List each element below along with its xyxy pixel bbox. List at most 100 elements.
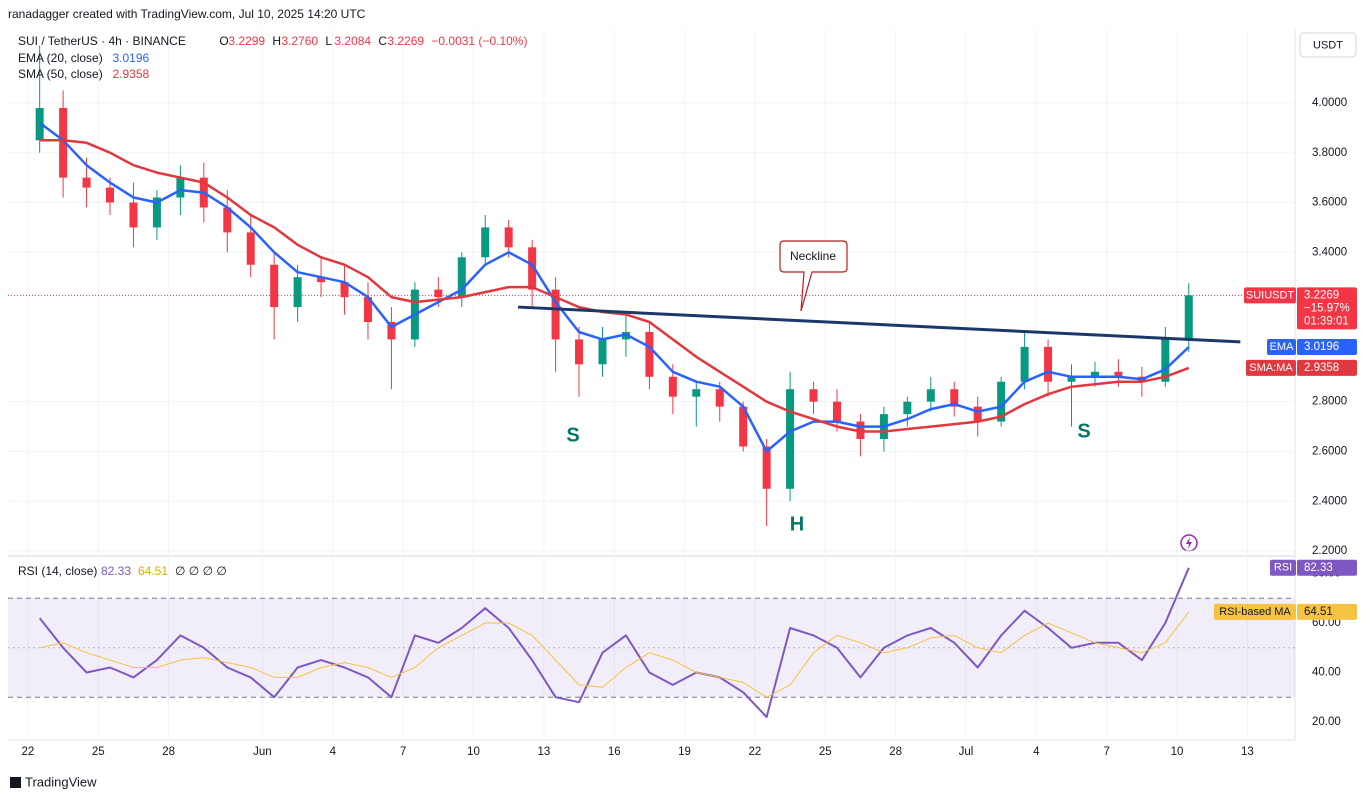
- y-tick-label: 2.4000: [1312, 495, 1347, 507]
- rsi-tag-value-bg: [1297, 559, 1357, 576]
- ohlc-label: C: [378, 34, 387, 48]
- alert-icon[interactable]: [1180, 534, 1198, 552]
- candle-body: [363, 297, 372, 322]
- rsi-ma-tag-value: 64.51: [1304, 606, 1333, 618]
- pattern-label: H: [790, 513, 804, 535]
- series-tag-value-bg: [1297, 359, 1357, 376]
- indicator-value: 3.0196: [113, 51, 150, 65]
- x-tick-label: Jul: [959, 746, 974, 758]
- callout-box: [779, 240, 848, 312]
- y-tick-label: 2.8000: [1312, 396, 1347, 408]
- candle-body: [293, 277, 302, 308]
- candle-body: [973, 406, 982, 422]
- candle-body: [1044, 346, 1053, 382]
- price-tag-bg: [1297, 287, 1357, 330]
- ohlc-label: O: [219, 34, 228, 48]
- logo-icon: [10, 777, 21, 788]
- series-tag-value-bg: [1297, 338, 1357, 355]
- rsi-ma-value: 64.51: [138, 564, 168, 578]
- series-tag-name: EMA: [1270, 341, 1295, 353]
- series-tag-name-bg: [1267, 338, 1296, 355]
- ohlc-label: H: [272, 34, 281, 48]
- pattern-label: S: [1077, 420, 1090, 442]
- y-tick-label: 3.4000: [1312, 246, 1347, 258]
- pattern-label: S: [566, 424, 579, 446]
- candle-body: [575, 339, 584, 365]
- candle-body: [715, 389, 724, 407]
- candle-body: [1184, 295, 1193, 340]
- x-tick-label: 7: [400, 746, 406, 758]
- series-tag-name-bg: [1246, 359, 1296, 376]
- x-tick-label: 22: [22, 746, 35, 758]
- x-tick-label: 22: [749, 746, 762, 758]
- rsi-tag-value: 82.33: [1304, 562, 1333, 574]
- x-tick-label: 13: [1241, 746, 1254, 758]
- x-tick-label: 25: [92, 746, 105, 758]
- x-tick-label: 4: [330, 746, 337, 758]
- x-tick-label: 13: [537, 746, 550, 758]
- candles: [35, 45, 1193, 527]
- indicator-line: [39, 611, 1190, 698]
- indicator-line: [38, 567, 1190, 718]
- x-tick-label: 4: [1033, 746, 1040, 758]
- candle-body: [903, 401, 912, 415]
- candle-body: [317, 277, 326, 283]
- ohlc-label: L: [325, 34, 332, 48]
- candle-body: [528, 247, 537, 290]
- candle-body: [481, 227, 490, 258]
- candle-body: [997, 381, 1006, 422]
- rsi-nulls: ∅ ∅ ∅ ∅: [175, 564, 227, 578]
- indicator-line: [38, 121, 1190, 453]
- currency-button[interactable]: [1299, 32, 1357, 58]
- x-tick-label: 10: [1171, 746, 1184, 758]
- rsi-tag-name-bg: [1270, 559, 1296, 576]
- candle-body: [739, 406, 748, 447]
- alert-bolt[interactable]: [1186, 537, 1192, 549]
- price-tag-name: SUIUSDT: [1246, 289, 1295, 301]
- candle-body: [106, 187, 115, 203]
- candle-body: [457, 257, 466, 298]
- price-tag-name-bg: [1244, 287, 1296, 304]
- candle-body: [59, 107, 68, 178]
- change: −0.0031 (−0.10%): [431, 34, 527, 48]
- candle-body: [692, 389, 701, 397]
- indicator-legend: SMA (50, close): [18, 67, 103, 81]
- rsi-tag-name: RSI: [1274, 562, 1292, 574]
- indicator-line: [39, 139, 1190, 433]
- rsi-ma-tag-name-bg: [1214, 603, 1296, 620]
- x-tick-label: 7: [1103, 746, 1109, 758]
- candle-body: [645, 331, 654, 377]
- candle-body: [340, 282, 349, 298]
- series-tag-value: 2.9358: [1304, 362, 1339, 374]
- candle-body: [504, 227, 513, 248]
- candle-body: [1067, 376, 1076, 382]
- x-tick-label: 10: [467, 746, 480, 758]
- indicator-value: 2.9358: [113, 67, 150, 81]
- candle-body: [129, 202, 138, 228]
- price-tag-countdown: 01:39:01: [1304, 315, 1349, 327]
- x-tick-label: 28: [162, 746, 175, 758]
- indicator-legend: EMA (20, close): [18, 51, 103, 65]
- x-tick-label: Jun: [253, 746, 272, 758]
- grid: [8, 30, 1295, 740]
- rsi-ma-tag-value-bg: [1297, 603, 1357, 620]
- candle-body: [246, 232, 255, 265]
- candle-body: [551, 289, 560, 340]
- candle-body: [1161, 339, 1170, 382]
- rsi-value: 82.33: [101, 564, 131, 578]
- footer: TradingView: [25, 774, 97, 789]
- rsi-band: [8, 598, 1295, 698]
- rsi-ma-tag-name: RSI-based MA: [1219, 606, 1291, 618]
- x-tick-label: 25: [819, 746, 832, 758]
- candle-body: [1114, 371, 1123, 377]
- rsi-tick-label: 20.00: [1312, 716, 1341, 728]
- candle-body: [152, 197, 161, 228]
- rsi-tick-label: 60.00: [1312, 617, 1341, 629]
- ohlc-value: 3.2084: [334, 34, 371, 48]
- price-tag-value: 3.2269: [1304, 289, 1339, 301]
- candle-body: [809, 389, 818, 402]
- currency[interactable]: USDT: [1313, 39, 1343, 51]
- neckline: [517, 305, 1241, 344]
- ohlc-value: 3.2269: [387, 34, 424, 48]
